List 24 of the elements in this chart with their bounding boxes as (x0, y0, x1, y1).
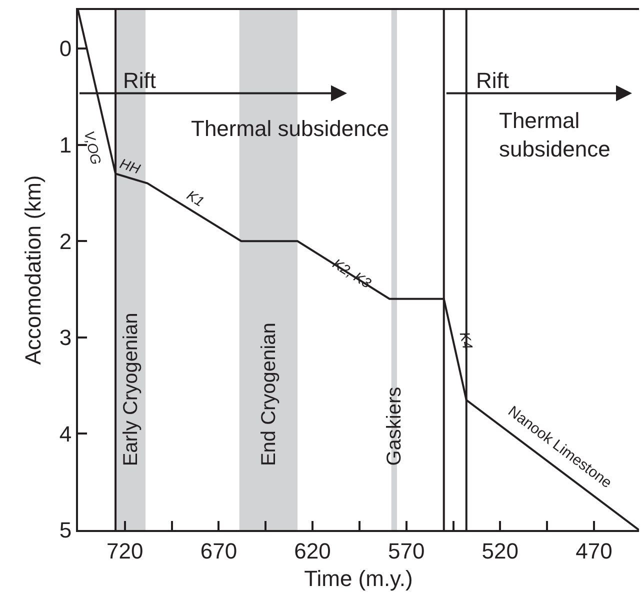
band-label: Gaskiers (384, 386, 406, 466)
x-tick-label: 670 (200, 538, 238, 564)
annotation: V,OG (81, 129, 105, 166)
annotation: HH (118, 155, 144, 178)
annotation: Thermal subsidence (191, 116, 390, 141)
x-axis-title: Time (m.y.) (304, 566, 413, 591)
y-tick-label: 5 (59, 518, 72, 543)
annotation: Rift (123, 68, 156, 93)
x-tick-label: 470 (576, 538, 612, 564)
y-tick-label: 2 (59, 228, 72, 254)
band-label: Early Cryogenian (120, 312, 142, 466)
x-tick-label: 620 (294, 538, 331, 564)
y-tick-label: 0 (59, 36, 72, 62)
y-axis-title: Accomodation (km) (20, 175, 46, 365)
annotation: Thermal subsidence (499, 108, 610, 162)
band-label: End Cryogenian (258, 322, 280, 466)
annotation: K1 (184, 186, 208, 210)
x-tick-label: 720 (106, 538, 144, 564)
y-tick-label: 1 (59, 132, 72, 158)
y-tick-label: 3 (59, 325, 72, 350)
x-tick-label: 520 (482, 538, 519, 564)
y-tick-label: 4 (59, 421, 72, 446)
annotation: Rift (476, 68, 509, 93)
x-tick-label: 570 (388, 538, 425, 564)
